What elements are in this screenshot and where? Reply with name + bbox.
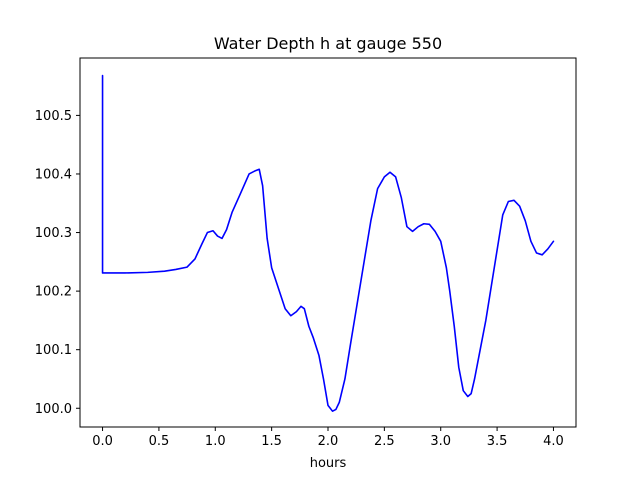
y-tick-label-2: 100.2 [35, 285, 72, 300]
x-tick-label-8: 4.0 [543, 434, 564, 449]
y-tick-label-0: 100.0 [35, 402, 72, 417]
y-tick-label-5: 100.5 [35, 109, 72, 124]
x-tick-label-2: 1.0 [205, 434, 226, 449]
x-tick-label-1: 0.5 [149, 434, 170, 449]
chart-title: Water Depth h at gauge 550 [214, 34, 442, 53]
series-line-0 [101, 74, 555, 412]
x-tick-label-4: 2.0 [318, 434, 339, 449]
x-tick-label-7: 3.5 [487, 434, 508, 449]
x-tick-label-5: 2.5 [374, 434, 395, 449]
x-tick-label-0: 0.0 [92, 434, 113, 449]
y-tick-label-3: 100.3 [35, 226, 72, 241]
x-tick-label-6: 3.0 [430, 434, 451, 449]
y-tick-label-1: 100.1 [35, 343, 72, 358]
x-axis-label: hours [310, 456, 347, 471]
x-tick-label-3: 1.5 [261, 434, 282, 449]
y-tick-label-4: 100.4 [35, 167, 72, 182]
plot-area: 0.0 0.5 1.0 1.5 2.0 2.5 3.0 3.5 4.0 100.0 100.1 100… [35, 57, 577, 449]
